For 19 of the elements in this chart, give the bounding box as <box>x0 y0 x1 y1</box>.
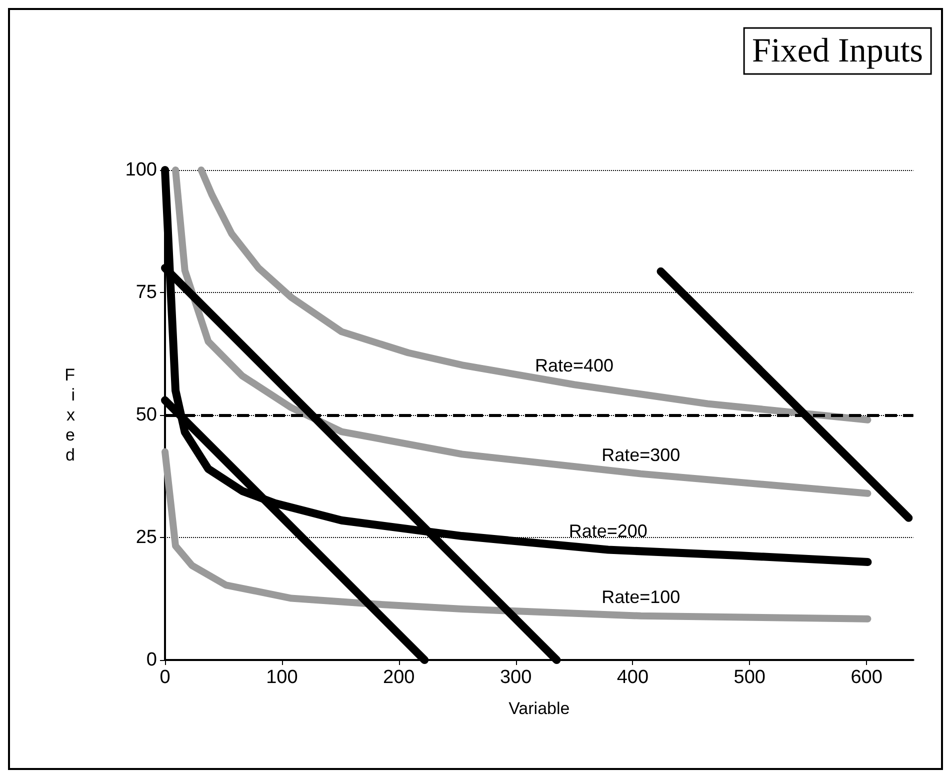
series-label: Rate=200 <box>568 520 648 541</box>
x-tick-label: 500 <box>734 667 766 688</box>
series-label: Rate=300 <box>602 444 680 465</box>
y-axis-title: Fixed <box>64 366 76 464</box>
x-tick-label: 600 <box>850 667 882 688</box>
chart-title: Fixed Inputs <box>752 32 924 70</box>
x-tick-label: 400 <box>616 667 649 688</box>
x-tick-label: 200 <box>383 667 415 688</box>
y-tick-label: 75 <box>136 282 157 303</box>
x-tick-label: 0 <box>160 667 170 688</box>
y-tick-label: 0 <box>146 650 157 670</box>
y-tick-label: 25 <box>136 527 157 548</box>
x-axis-title: Variable <box>508 699 570 718</box>
x-tick-label: 100 <box>266 667 298 688</box>
series-label: Rate=400 <box>534 356 614 376</box>
y-tick-label: 100 <box>125 160 157 180</box>
series-label: Rate=100 <box>602 586 680 607</box>
x-tick-label: 300 <box>500 667 532 688</box>
y-tick-label: 50 <box>136 404 157 426</box>
